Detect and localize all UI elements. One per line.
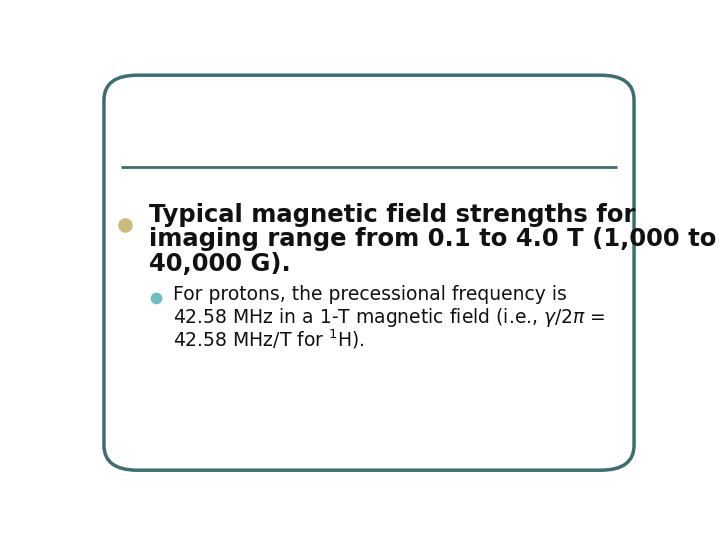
Text: 42.58 MHz/T for $^1$H).: 42.58 MHz/T for $^1$H). [173,327,364,351]
Text: imaging range from 0.1 to 4.0 T (1,000 to: imaging range from 0.1 to 4.0 T (1,000 t… [148,227,716,252]
FancyBboxPatch shape [104,75,634,470]
Text: 40,000 G).: 40,000 G). [148,252,290,275]
Text: 42.58 MHz in a 1-T magnetic field (i.e., $\gamma$/2$\pi$ =: 42.58 MHz in a 1-T magnetic field (i.e.,… [173,306,605,329]
Point [150,293,161,302]
Text: Typical magnetic field strengths for: Typical magnetic field strengths for [148,204,635,227]
Point [119,220,130,229]
Text: For protons, the precessional frequency is: For protons, the precessional frequency … [173,285,567,304]
